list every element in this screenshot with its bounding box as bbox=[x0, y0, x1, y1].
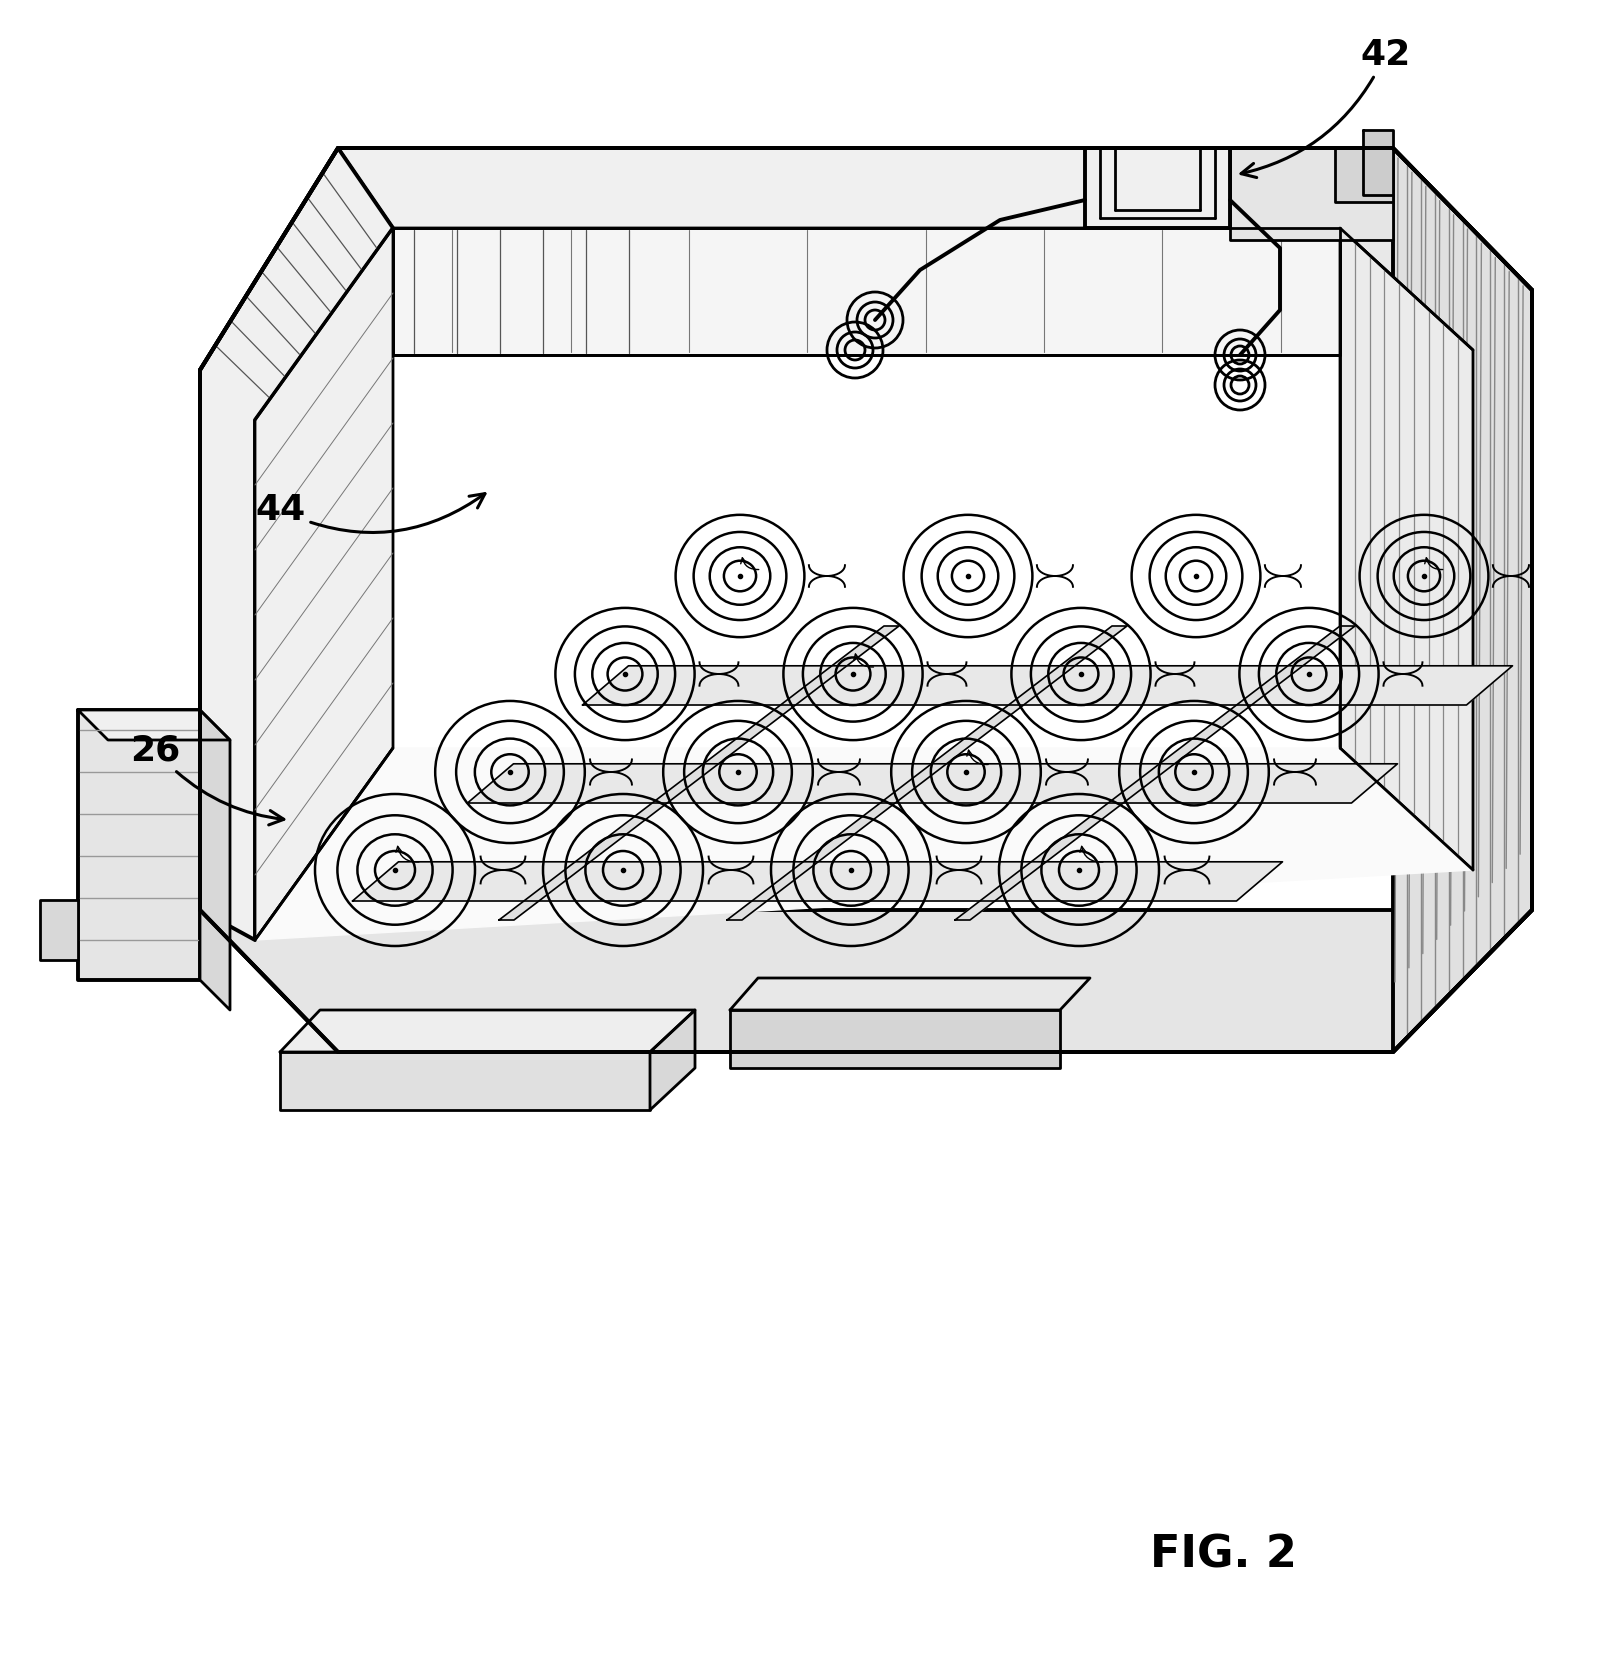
Text: 42: 42 bbox=[1241, 38, 1411, 177]
Polygon shape bbox=[78, 709, 199, 980]
Polygon shape bbox=[199, 147, 394, 940]
Polygon shape bbox=[40, 900, 78, 960]
Polygon shape bbox=[254, 748, 1473, 940]
Polygon shape bbox=[199, 709, 230, 1010]
Polygon shape bbox=[1362, 130, 1393, 196]
Polygon shape bbox=[731, 1010, 1059, 1067]
Polygon shape bbox=[280, 1052, 650, 1109]
Polygon shape bbox=[583, 666, 1513, 704]
Polygon shape bbox=[1340, 228, 1473, 870]
Polygon shape bbox=[339, 147, 1393, 228]
Polygon shape bbox=[254, 228, 394, 940]
Polygon shape bbox=[199, 147, 1533, 1052]
Polygon shape bbox=[727, 626, 1128, 920]
Polygon shape bbox=[199, 910, 1533, 1052]
Polygon shape bbox=[956, 626, 1354, 920]
Polygon shape bbox=[353, 862, 1283, 902]
Polygon shape bbox=[1393, 147, 1533, 1052]
Polygon shape bbox=[650, 1010, 695, 1109]
Text: FIG. 2: FIG. 2 bbox=[1150, 1534, 1298, 1576]
Polygon shape bbox=[199, 147, 394, 420]
Polygon shape bbox=[394, 228, 1340, 355]
Polygon shape bbox=[394, 228, 1340, 355]
Polygon shape bbox=[1335, 147, 1393, 202]
Polygon shape bbox=[280, 1010, 695, 1052]
Polygon shape bbox=[1340, 147, 1533, 350]
Polygon shape bbox=[78, 709, 230, 739]
Polygon shape bbox=[731, 979, 1090, 1010]
Polygon shape bbox=[1230, 147, 1393, 239]
Polygon shape bbox=[499, 626, 899, 920]
Text: 26: 26 bbox=[130, 733, 284, 825]
Polygon shape bbox=[130, 147, 1533, 1051]
Text: 44: 44 bbox=[254, 494, 484, 532]
Polygon shape bbox=[468, 765, 1398, 803]
